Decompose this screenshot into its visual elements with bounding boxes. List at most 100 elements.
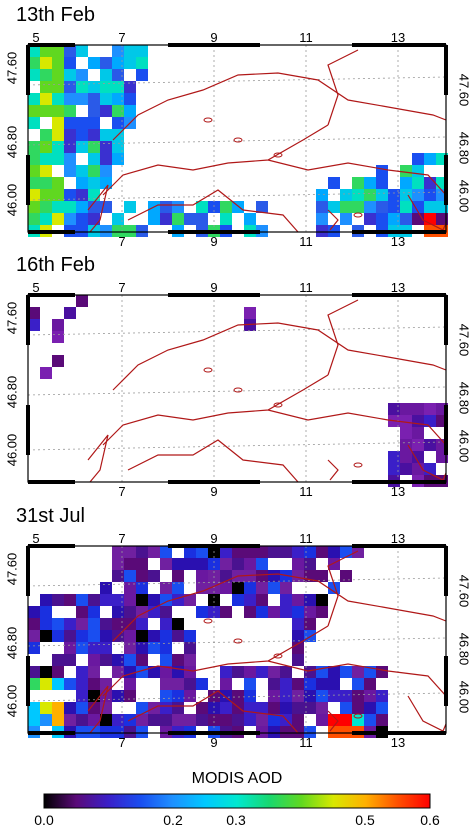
frame-bar — [168, 293, 260, 297]
lon-tick-bottom: 9 — [210, 234, 218, 249]
aod-pixel — [316, 714, 328, 726]
aod-pixel — [124, 666, 136, 678]
aod-pixel — [112, 105, 124, 117]
aod-pixel — [292, 594, 304, 606]
lake-outline — [203, 117, 213, 123]
aod-pixel — [76, 129, 88, 141]
aod-pixel — [304, 594, 316, 606]
aod-pixel — [220, 678, 232, 690]
aod-pixel — [328, 714, 340, 726]
aod-pixel — [328, 201, 340, 213]
lat-tick-right: 46.00 — [456, 179, 472, 213]
aod-pixel — [328, 558, 340, 570]
aod-pixel — [88, 726, 100, 738]
aod-pixel — [40, 618, 52, 630]
aod-pixel — [64, 153, 76, 165]
aod-pixel — [196, 213, 208, 225]
aod-pixel — [52, 319, 64, 331]
aod-pixel — [316, 606, 328, 618]
aod-pixel — [196, 558, 208, 570]
aod-pixel — [64, 81, 76, 93]
aod-pixel — [64, 105, 76, 117]
aod-pixel — [292, 606, 304, 618]
aod-pixel — [400, 403, 412, 415]
aod-pixel — [304, 666, 316, 678]
aod-pixel — [40, 141, 52, 153]
aod-pixel — [124, 93, 136, 105]
aod-pixel — [40, 594, 52, 606]
aod-pixel — [256, 702, 268, 714]
aod-pixel — [292, 618, 304, 630]
aod-pixel — [304, 546, 316, 558]
aod-pixel — [220, 714, 232, 726]
country-border — [102, 374, 329, 446]
aod-pixel — [76, 594, 88, 606]
panel-title-31-jul: 31st Jul — [16, 505, 85, 527]
aod-pixel — [112, 714, 124, 726]
aod-pixel — [76, 606, 88, 618]
aod-pixel — [40, 213, 52, 225]
aod-pixel — [136, 57, 148, 69]
aod-pixel — [124, 546, 136, 558]
frame-bar — [26, 656, 30, 706]
aod-pixel — [424, 439, 436, 451]
aod-pixel — [172, 570, 184, 582]
lon-tick-top: 13 — [390, 531, 406, 546]
aod-pixel — [124, 45, 136, 57]
aod-pixel — [400, 201, 412, 213]
lon-tick-bottom: 7 — [118, 735, 126, 750]
colorbar-label: 0.2 — [163, 812, 183, 828]
aod-pixel — [376, 666, 388, 678]
aod-pixel — [52, 69, 64, 81]
lon-tick-top: 7 — [118, 30, 126, 45]
frame-bar — [352, 731, 446, 735]
aod-pixel — [412, 153, 424, 165]
aod-pixel — [88, 141, 100, 153]
aod-pixel — [88, 93, 100, 105]
aod-pixel — [100, 93, 112, 105]
country-border — [407, 194, 447, 231]
aod-pixel — [136, 702, 148, 714]
aod-pixel — [160, 630, 172, 642]
aod-pixel — [64, 189, 76, 201]
aod-pixel — [220, 213, 232, 225]
frame-bar — [168, 731, 260, 735]
frame-bar — [444, 546, 448, 596]
aod-pixel — [256, 606, 268, 618]
lake-outline — [273, 653, 283, 659]
country-border — [327, 299, 359, 376]
aod-pixel — [196, 201, 208, 213]
aod-pixel — [172, 213, 184, 225]
aod-pixel — [112, 93, 124, 105]
aod-pixel — [160, 201, 172, 213]
aod-pixel — [424, 177, 436, 189]
aod-pixel — [112, 213, 124, 225]
aod-pixel — [76, 177, 88, 189]
colorbar-label: 0.3 — [226, 812, 246, 828]
aod-pixel — [400, 165, 412, 177]
aod-pixel — [268, 570, 280, 582]
aod-pixel — [64, 307, 76, 319]
country-border — [87, 434, 109, 483]
country-border — [87, 184, 109, 233]
aod-pixel — [64, 654, 76, 666]
aod-pixel — [76, 189, 88, 201]
aod-pixel — [184, 642, 196, 654]
aod-pixel — [316, 690, 328, 702]
aod-pixel — [52, 355, 64, 367]
aod-pixel — [256, 582, 268, 594]
aod-pixel — [40, 129, 52, 141]
aod-pixel — [220, 546, 232, 558]
aod-pixel — [412, 403, 424, 415]
aod-pixel — [112, 654, 124, 666]
panel-title-16-feb: 16th Feb — [16, 254, 95, 276]
lon-tick-bottom: 7 — [118, 484, 126, 499]
aod-pixel — [124, 678, 136, 690]
aod-pixel — [316, 702, 328, 714]
aod-pixel — [28, 618, 40, 630]
aod-pixel — [400, 415, 412, 427]
aod-pixel — [100, 654, 112, 666]
country-border — [327, 710, 339, 732]
aod-pixel — [184, 213, 196, 225]
aod-pixel — [76, 295, 88, 307]
